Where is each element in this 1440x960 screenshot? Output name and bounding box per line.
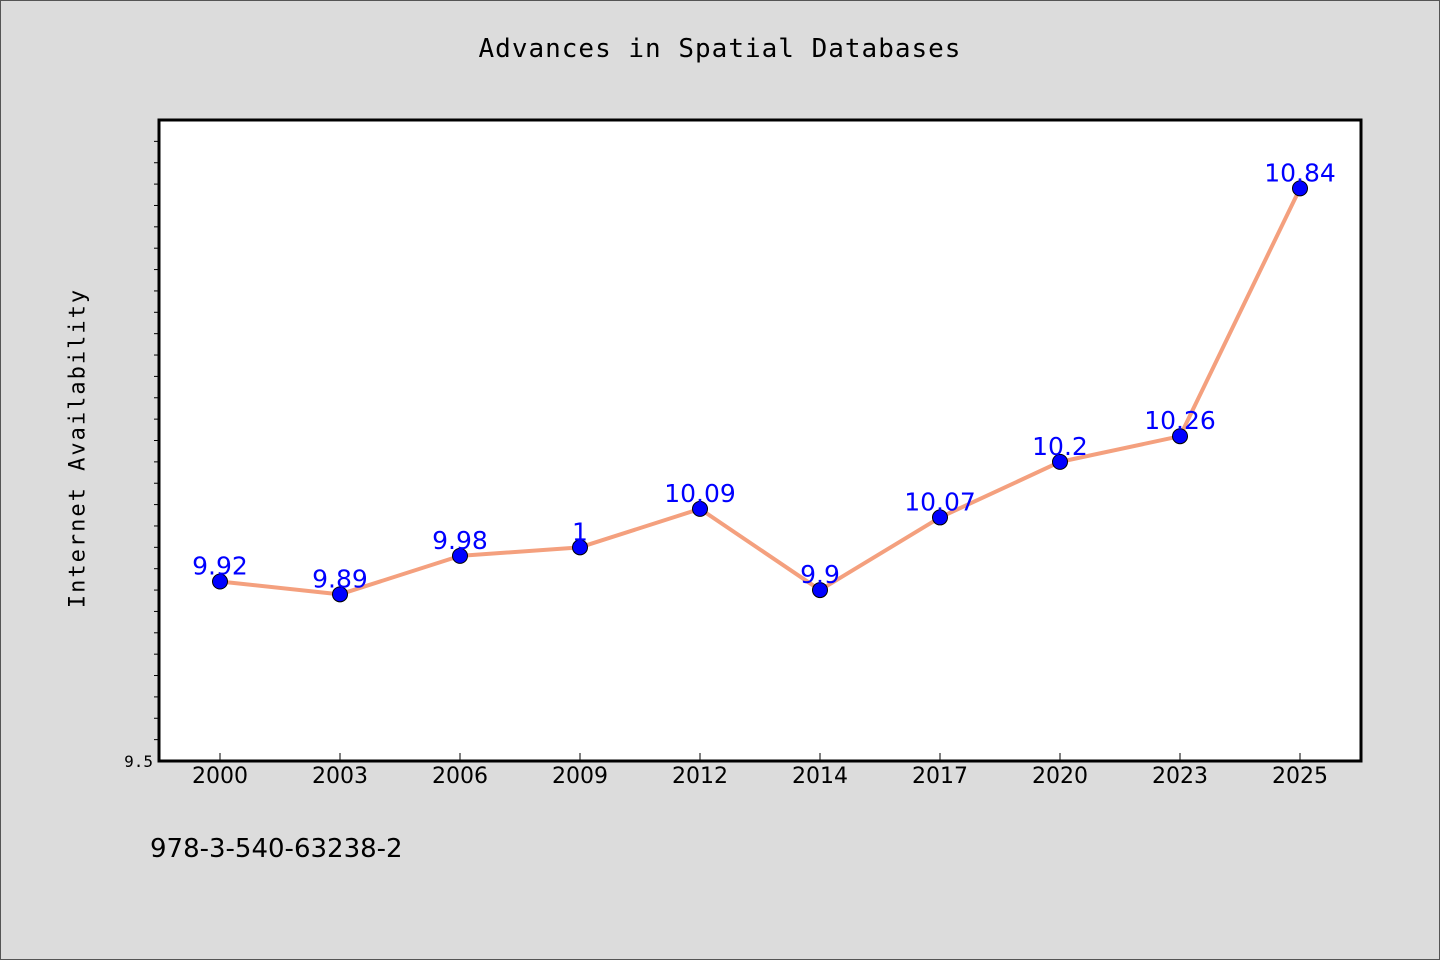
x-tick-label: 2023: [1152, 764, 1208, 789]
x-tick-label: 2000: [192, 764, 248, 789]
data-label: 9.89: [312, 564, 368, 593]
data-point: [572, 539, 588, 556]
x-axis-ticks: 2000 2003 2006 2009 2012 2014 2017 2020 2023 2025: [192, 753, 1328, 789]
data-point: [932, 509, 948, 526]
data-point: [1172, 428, 1188, 445]
x-tick-label: 2020: [1032, 764, 1088, 789]
data-label: 9.9: [800, 560, 840, 589]
data-label: 1: [572, 517, 588, 546]
series-line: [219, 187, 1302, 597]
x-tick-label: 2006: [432, 764, 488, 789]
isbn-footer: 978-3-540-63238-2: [150, 834, 403, 864]
data-label: 9.92: [192, 552, 248, 581]
x-tick-label: 2025: [1272, 764, 1328, 789]
x-tick-label: 2014: [792, 764, 848, 789]
markers-group: [212, 180, 1308, 603]
data-label: 10.2: [1032, 432, 1088, 461]
data-point: [1052, 453, 1068, 470]
data-point: [332, 586, 348, 603]
x-tick-label: 2012: [672, 764, 728, 789]
x-tick-label: 2003: [312, 764, 368, 789]
y-axis-ticks: 9.5: [124, 140, 160, 771]
data-point: [812, 582, 828, 599]
y-tick-label: 9.5: [124, 752, 153, 771]
data-point: [692, 500, 708, 517]
data-point: [212, 573, 228, 590]
data-point: [452, 547, 468, 564]
data-point: [1292, 180, 1308, 197]
series-line-group: [219, 187, 1302, 597]
data-label: 10.09: [664, 479, 736, 508]
data-label: 10.26: [1144, 406, 1216, 435]
x-tick-label: 2017: [912, 764, 968, 789]
data-label: 9.98: [432, 526, 488, 555]
data-label: 10.84: [1264, 158, 1336, 187]
data-labels-group: 9.92 9.89 9.98 1 10.09 9.9 10.07 10.2 10.26 10.84: [192, 158, 1336, 593]
x-tick-label: 2009: [552, 764, 608, 789]
data-label: 10.07: [904, 487, 976, 516]
chart-title: Advances in Spatial Databases: [478, 34, 962, 64]
